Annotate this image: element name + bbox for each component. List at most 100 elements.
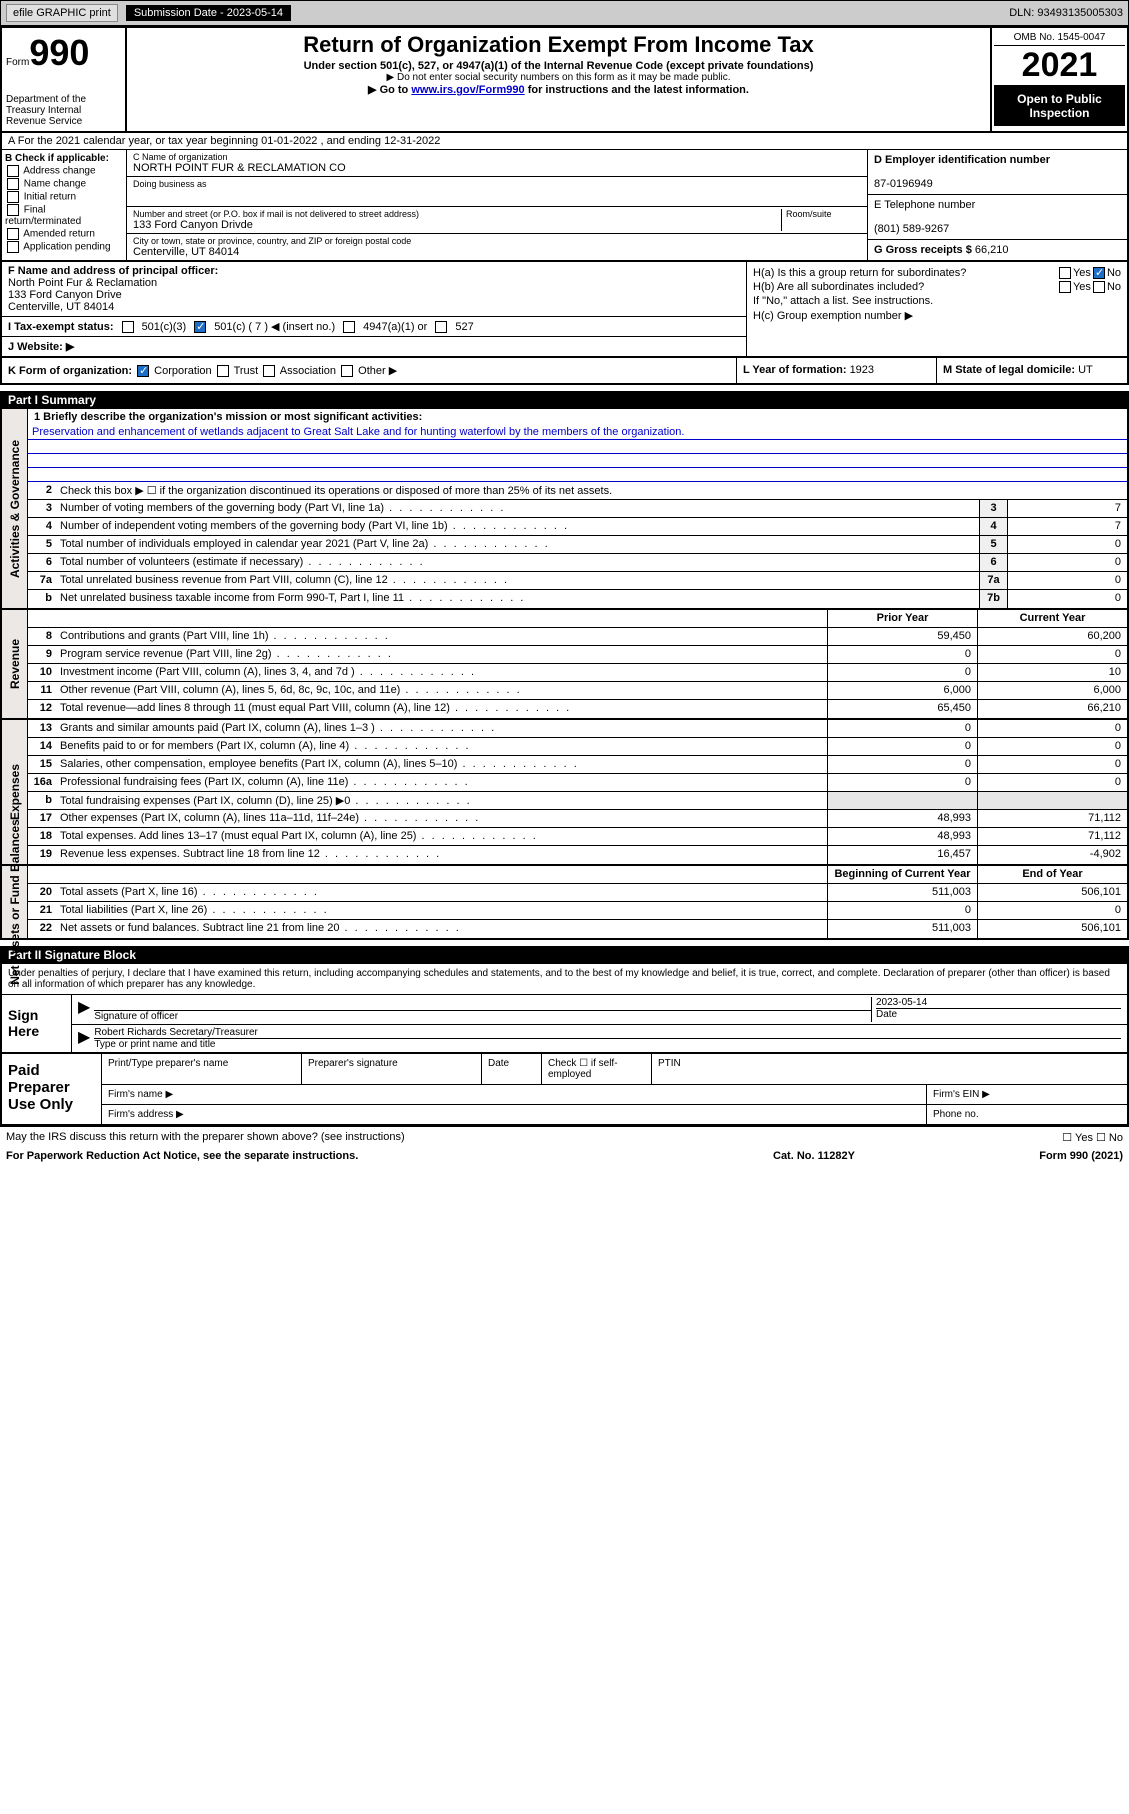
sub3-pre: ▶ Go to <box>368 84 411 96</box>
col-end: End of Year <box>977 866 1127 883</box>
officer-label: F Name and address of principal officer: <box>8 265 218 277</box>
org-name-label: C Name of organization <box>133 152 861 162</box>
declaration: Under penalties of perjury, I declare th… <box>2 964 1127 995</box>
cb-corp[interactable] <box>137 365 149 377</box>
hb-yes[interactable] <box>1059 281 1071 293</box>
exp-row: 19Revenue less expenses. Subtract line 1… <box>28 846 1127 864</box>
cb-501c3[interactable] <box>122 321 134 333</box>
line2: Check this box ▶ ☐ if the organization d… <box>56 482 1127 499</box>
section-f: F Name and address of principal officer:… <box>2 262 746 316</box>
col-current: Current Year <box>977 610 1127 627</box>
cb-address-change[interactable]: Address change <box>5 165 123 177</box>
section-e: E Telephone number (801) 589-9267 <box>868 195 1127 240</box>
ha-no[interactable] <box>1093 267 1105 279</box>
section-h: H(a) Is this a group return for subordin… <box>747 262 1127 356</box>
rev-row: 9Program service revenue (Part VIII, lin… <box>28 646 1127 664</box>
mission-blank1 <box>28 440 1127 454</box>
hc-label: H(c) Group exemption number ▶ <box>753 309 913 322</box>
section-i: I Tax-exempt status: 501(c)(3) 501(c) ( … <box>2 316 746 336</box>
gov-row: 4Number of independent voting members of… <box>28 518 1127 536</box>
exp-row: 14Benefits paid to or for members (Part … <box>28 738 1127 756</box>
section-deg: D Employer identification number 87-0196… <box>867 150 1127 260</box>
city-label: City or town, state or province, country… <box>133 236 861 246</box>
efile-button[interactable]: efile GRAPHIC print <box>6 4 118 22</box>
section-b: B Check if applicable: Address change Na… <box>2 150 127 260</box>
department: Department of the Treasury Internal Reve… <box>6 94 121 127</box>
sign-here: Sign Here <box>2 995 72 1052</box>
cb-4947[interactable] <box>343 321 355 333</box>
form-ref: Form 990 (2021) <box>973 1150 1123 1162</box>
exp-row: 15Salaries, other compensation, employee… <box>28 756 1127 774</box>
row-a-tax-year: A For the 2021 calendar year, or tax yea… <box>0 133 1129 150</box>
date-label: Date <box>876 1009 897 1020</box>
section-g: G Gross receipts $ 66,210 <box>868 240 1127 260</box>
gov-row: 3Number of voting members of the governi… <box>28 500 1127 518</box>
room-label: Room/suite <box>786 209 861 219</box>
cb-trust[interactable] <box>217 365 229 377</box>
ha-yes[interactable] <box>1059 267 1071 279</box>
cb-application-pending[interactable]: Application pending <box>5 241 123 253</box>
phone-value: (801) 589-9267 <box>874 223 949 235</box>
officer-name: North Point Fur & Reclamation <box>8 277 157 289</box>
form-word: Form <box>6 57 29 68</box>
part2-header: Part II Signature Block <box>0 946 1129 964</box>
exp-row: bTotal fundraising expenses (Part IX, co… <box>28 792 1127 810</box>
side-revenue: Revenue <box>2 610 28 718</box>
firm-name: Firm's name ▶ <box>102 1085 927 1104</box>
cb-final-return[interactable]: Final return/terminated <box>5 204 123 227</box>
tax-year: 2021 <box>994 46 1125 86</box>
ssn-warning: ▶ Do not enter social security numbers o… <box>133 72 984 83</box>
prep-name: Print/Type preparer's name <box>102 1054 302 1084</box>
net-row: 22Net assets or fund balances. Subtract … <box>28 920 1127 938</box>
exp-row: 18Total expenses. Add lines 13–17 (must … <box>28 828 1127 846</box>
instructions-link[interactable]: www.irs.gov/Form990 <box>411 84 524 96</box>
cb-assoc[interactable] <box>263 365 275 377</box>
firm-addr: Firm's address ▶ <box>102 1105 927 1124</box>
instructions-link-row: ▶ Go to www.irs.gov/Form990 for instruct… <box>133 83 984 96</box>
hb-no[interactable] <box>1093 281 1105 293</box>
ptin: PTIN <box>652 1054 1127 1084</box>
net-row: 21Total liabilities (Part X, line 26)00 <box>28 902 1127 920</box>
public-inspection: Open to Public Inspection <box>994 86 1125 126</box>
addr-value: 133 Ford Canyon Drivde <box>133 219 781 231</box>
gross-label: G Gross receipts $ <box>874 244 975 256</box>
cb-501c[interactable] <box>194 321 206 333</box>
net-row: 20Total assets (Part X, line 16)511,0035… <box>28 884 1127 902</box>
cb-527[interactable] <box>435 321 447 333</box>
rev-row: 12Total revenue—add lines 8 through 11 (… <box>28 700 1127 718</box>
section-j: J Website: ▶ <box>2 336 746 356</box>
part1-revenue: Revenue Prior YearCurrent Year 8Contribu… <box>0 610 1129 720</box>
col-prior: Prior Year <box>827 610 977 627</box>
firm-ein: Firm's EIN ▶ <box>927 1085 1127 1104</box>
hb-label: H(b) Are all subordinates included? <box>753 281 1057 293</box>
addr-label: Number and street (or P.O. box if mail i… <box>133 209 781 219</box>
gov-row: 5Total number of individuals employed in… <box>28 536 1127 554</box>
dba-label: Doing business as <box>133 179 861 189</box>
cat-no: Cat. No. 11282Y <box>773 1150 973 1162</box>
ein-value: 87-0196949 <box>874 178 933 190</box>
header-bar: efile GRAPHIC print Submission Date - 20… <box>0 0 1129 26</box>
cb-amended-return[interactable]: Amended return <box>5 228 123 240</box>
cb-name-change[interactable]: Name change <box>5 178 123 190</box>
tax-exempt-label: I Tax-exempt status: <box>8 321 114 333</box>
sig-date: 2023-05-14 <box>876 997 927 1008</box>
mission-blank3 <box>28 468 1127 482</box>
col-begin: Beginning of Current Year <box>827 866 977 883</box>
exp-row: 16aProfessional fundraising fees (Part I… <box>28 774 1127 792</box>
discuss-text: May the IRS discuss this return with the… <box>6 1131 803 1144</box>
form-year-block: OMB No. 1545-0047 2021 Open to Public In… <box>992 28 1127 131</box>
part1-netassets: Net Assets or Fund Balances Beginning of… <box>0 866 1129 940</box>
form-subtitle: Under section 501(c), 527, or 4947(a)(1)… <box>133 60 984 72</box>
ha-label: H(a) Is this a group return for subordin… <box>753 267 1057 279</box>
section-klm: K Form of organization: Corporation Trus… <box>0 358 1129 385</box>
cb-other[interactable] <box>341 365 353 377</box>
cb-initial-return[interactable]: Initial return <box>5 191 123 203</box>
side-netassets: Net Assets or Fund Balances <box>2 866 28 938</box>
omb-number: OMB No. 1545-0047 <box>994 30 1125 46</box>
dln: DLN: 93493135005303 <box>1009 7 1123 19</box>
section-c: C Name of organization NORTH POINT FUR &… <box>127 150 867 260</box>
discuss-yn: ☐ Yes ☐ No <box>803 1131 1123 1144</box>
website-label: J Website: ▶ <box>8 341 74 353</box>
type-name-label: Type or print name and title <box>94 1039 215 1050</box>
section-m: M State of legal domicile: UT <box>937 358 1127 383</box>
